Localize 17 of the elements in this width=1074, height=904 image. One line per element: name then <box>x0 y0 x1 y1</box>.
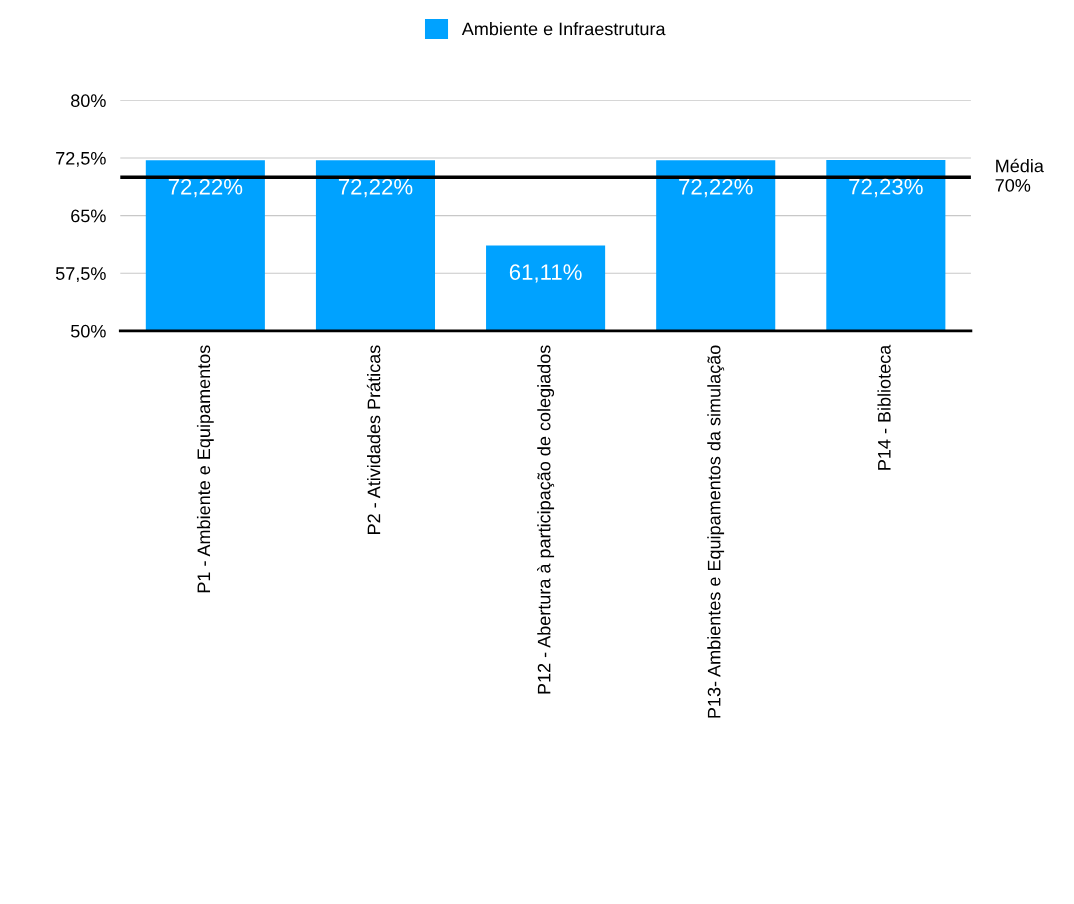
x-tick-label: P1 - Ambiente e Equipamentos <box>196 345 214 593</box>
y-tick-label: 50% <box>70 324 106 338</box>
data-label: 72,22% <box>338 178 413 198</box>
ref-line-label: Média 70% <box>995 158 1044 192</box>
data-label: 72,23% <box>849 178 923 198</box>
y-tick-label: 72,5% <box>56 151 106 167</box>
legend-label: Ambiente e Infraestrutura <box>461 22 666 36</box>
x-tick-label: P13- Ambientes e Equipamentos da simulação <box>707 345 725 718</box>
data-label: 72,22% <box>168 178 243 198</box>
x-tick-label: P14 - Biblioteca <box>877 344 891 470</box>
y-tick-label: 80% <box>71 94 106 108</box>
data-label: 61,11% <box>509 264 582 283</box>
y-tick-label: 65% <box>71 209 106 223</box>
x-tick-label: P12 - Abertura à participação de colegiados <box>537 345 555 694</box>
x-tick-label: P2 - Atividades Práticas <box>366 345 381 534</box>
data-label: 72,22% <box>679 178 753 198</box>
y-tick-label: 57,5% <box>55 267 106 283</box>
